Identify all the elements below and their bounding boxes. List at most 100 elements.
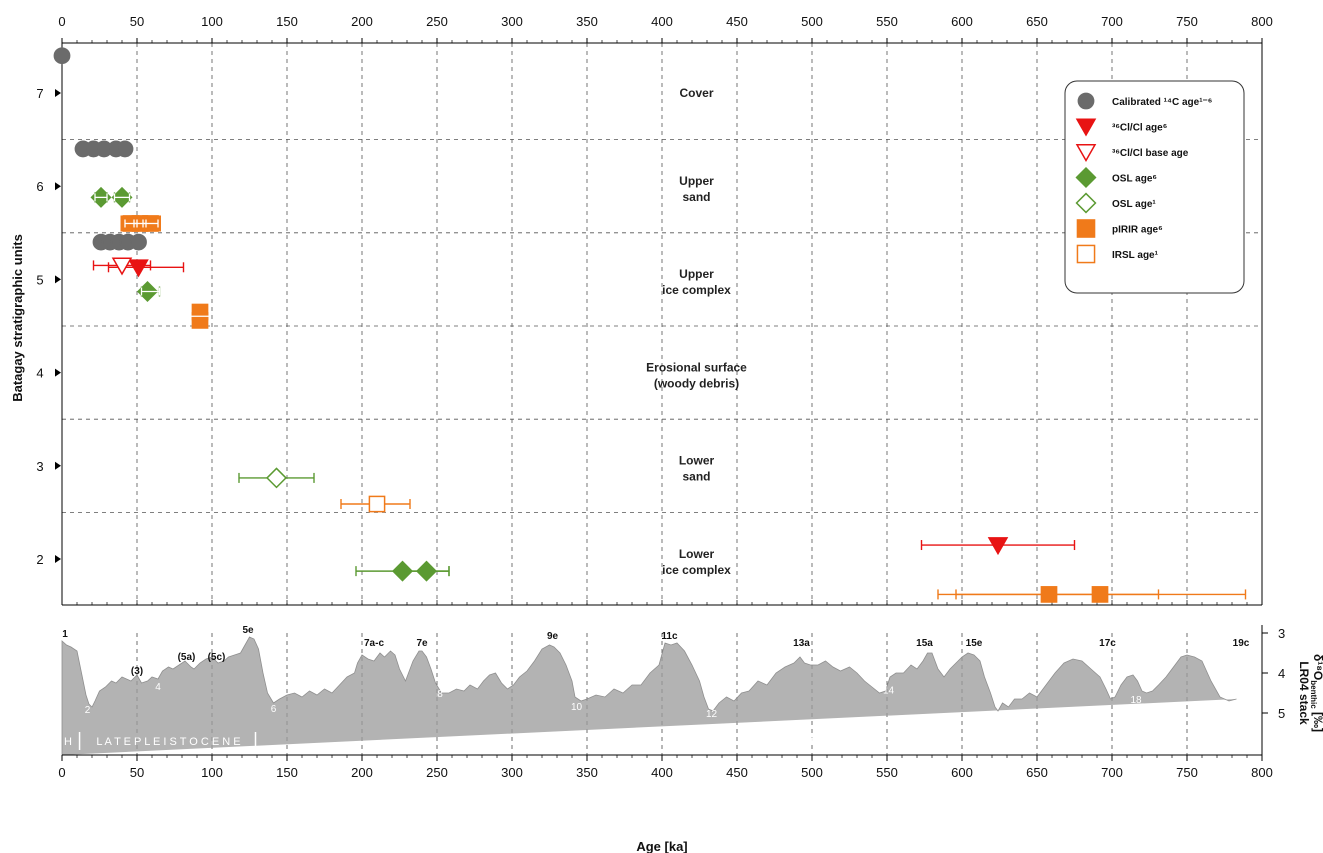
data-point [116, 140, 134, 158]
x-tick-label: 700 [1101, 765, 1123, 780]
x-tick-label-top: 600 [951, 14, 973, 29]
top-grid [62, 43, 1262, 605]
x-tick-label-top: 650 [1026, 14, 1048, 29]
mis-label: 18 [1130, 695, 1142, 706]
period-label: E P [1237, 736, 1255, 748]
y-tick-label: 4 [36, 366, 43, 381]
data-point [128, 259, 149, 278]
x-tick-label: 550 [876, 765, 898, 780]
x-tick-label-top: 750 [1176, 14, 1198, 29]
x-tick-label-top: 250 [426, 14, 448, 29]
legend-marker [1075, 118, 1097, 137]
unit-label-line: ice complex [662, 563, 731, 577]
right-tick-label: 5 [1278, 706, 1285, 721]
y-tick-label: 2 [36, 552, 43, 567]
x-tick-label: 450 [726, 765, 748, 780]
x-tick-label-top: 700 [1101, 14, 1123, 29]
mis-label: (3) [131, 666, 143, 677]
legend-label: IRSL age¹ [1112, 250, 1159, 261]
period-label: H [64, 736, 72, 748]
x-tick-label-top: 150 [276, 14, 298, 29]
unit-label-line: Lower [679, 454, 715, 468]
mis-label: 8 [437, 689, 443, 700]
x-tick-label: 150 [276, 765, 298, 780]
x-tick-label-top: 800 [1251, 14, 1273, 29]
mis-label: 7a-c [364, 638, 384, 649]
mis-label: 13a [793, 638, 810, 649]
y-tick-marker [55, 368, 61, 377]
legend-label: Calibrated ¹⁴C age¹⁻⁶ [1112, 97, 1212, 108]
legend-marker [1076, 244, 1096, 264]
legend-label: ³⁶Cl/Cl age⁶ [1112, 123, 1167, 134]
legend-label: pIRIR age⁶ [1112, 225, 1163, 236]
unit-label-line: Upper [679, 267, 714, 281]
unit-label-line: ice complex [662, 283, 731, 297]
top-axes: 0 50 100 150 200 250 300 350 400 450 500 550 600 650 7… [36, 14, 1273, 606]
mis-label: 2 [85, 705, 91, 716]
x-tick-label: 500 [801, 765, 823, 780]
right-tick-label: 3 [1278, 626, 1285, 641]
mis-label: 15a [916, 638, 933, 649]
y-tick-marker [55, 555, 61, 563]
x-tick-label: 250 [426, 765, 448, 780]
x-tick-label-top: 400 [651, 14, 673, 29]
x-tick-label: 400 [651, 765, 673, 780]
unit-label: Lower sand [679, 454, 715, 484]
y-tick-marker [55, 182, 61, 191]
legend-marker [1077, 92, 1095, 110]
legend-marker [1075, 166, 1097, 189]
legend-box [1064, 80, 1245, 294]
x-tick-label: 300 [501, 765, 523, 780]
data-point [265, 467, 288, 489]
unit-label-line: Upper [679, 174, 714, 188]
y-tick-marker [55, 461, 61, 470]
x-tick-label: 800 [1251, 765, 1273, 780]
data-point [391, 560, 414, 582]
x-tick-label-top: 450 [726, 14, 748, 29]
legend-marker [1076, 219, 1096, 238]
unit-label: Erosional surface (woody debris) [646, 360, 747, 390]
x-tick-label-top: 200 [351, 14, 373, 29]
legend-marker [1075, 192, 1097, 214]
y-tick-marker [55, 275, 61, 284]
unit-label-line: Erosional surface [646, 360, 747, 374]
x-tick-label-top: 300 [501, 14, 523, 29]
x-tick-label-top: 500 [801, 14, 823, 29]
stratigraphic-age-panel: 0 50 100 150 200 250 300 350 400 450 500 550 600 650 7… [10, 14, 1273, 606]
x-tick-label-top: 100 [201, 14, 223, 29]
mis-label: 17c [1099, 638, 1116, 649]
right-axis-label-2: δ¹⁸Obenthic [‰] [1309, 654, 1323, 732]
mis-label: 12 [706, 709, 718, 720]
bottom-axes: 0 50 100 150 200 250 300 350 400 450 500 550 600 650 7… [58, 625, 1285, 780]
unit-label-line: sand [682, 190, 710, 204]
data-point [191, 312, 209, 329]
mis-label: 19c [1233, 638, 1250, 649]
data-point [1091, 586, 1109, 603]
mis-label: 15e [966, 638, 983, 649]
mis-label: (5a) [178, 652, 196, 663]
unit-label: Lower ice complex [662, 547, 731, 577]
x-tick-label: 650 [1026, 765, 1048, 780]
mis-label: 11c [661, 631, 678, 642]
age-data-points [53, 47, 1247, 603]
unit-labels: Cover Upper sand Upper ice complex Erosional … [646, 86, 747, 577]
data-point [368, 495, 386, 513]
mis-label: 1 [62, 629, 68, 640]
x-tick-label: 750 [1176, 765, 1198, 780]
x-tick-label: 0 [58, 765, 65, 780]
x-tick-label-top: 350 [576, 14, 598, 29]
x-axis-label: Age [ka] [636, 839, 687, 853]
unit-label-line: Lower [679, 547, 715, 561]
x-tick-label-top: 0 [58, 14, 65, 29]
unit-label-line: Cover [679, 86, 713, 100]
unit-label: Upper sand [679, 174, 714, 204]
x-tick-label: 350 [576, 765, 598, 780]
right-tick-label: 4 [1278, 666, 1285, 681]
x-tick-label-top: 50 [130, 14, 144, 29]
data-point [987, 537, 1009, 556]
legend-label: OSL age⁶ [1112, 174, 1157, 185]
mis-label: (5c) [208, 652, 226, 663]
period-label: L A T E P L E I S T O C E N E [96, 736, 240, 748]
